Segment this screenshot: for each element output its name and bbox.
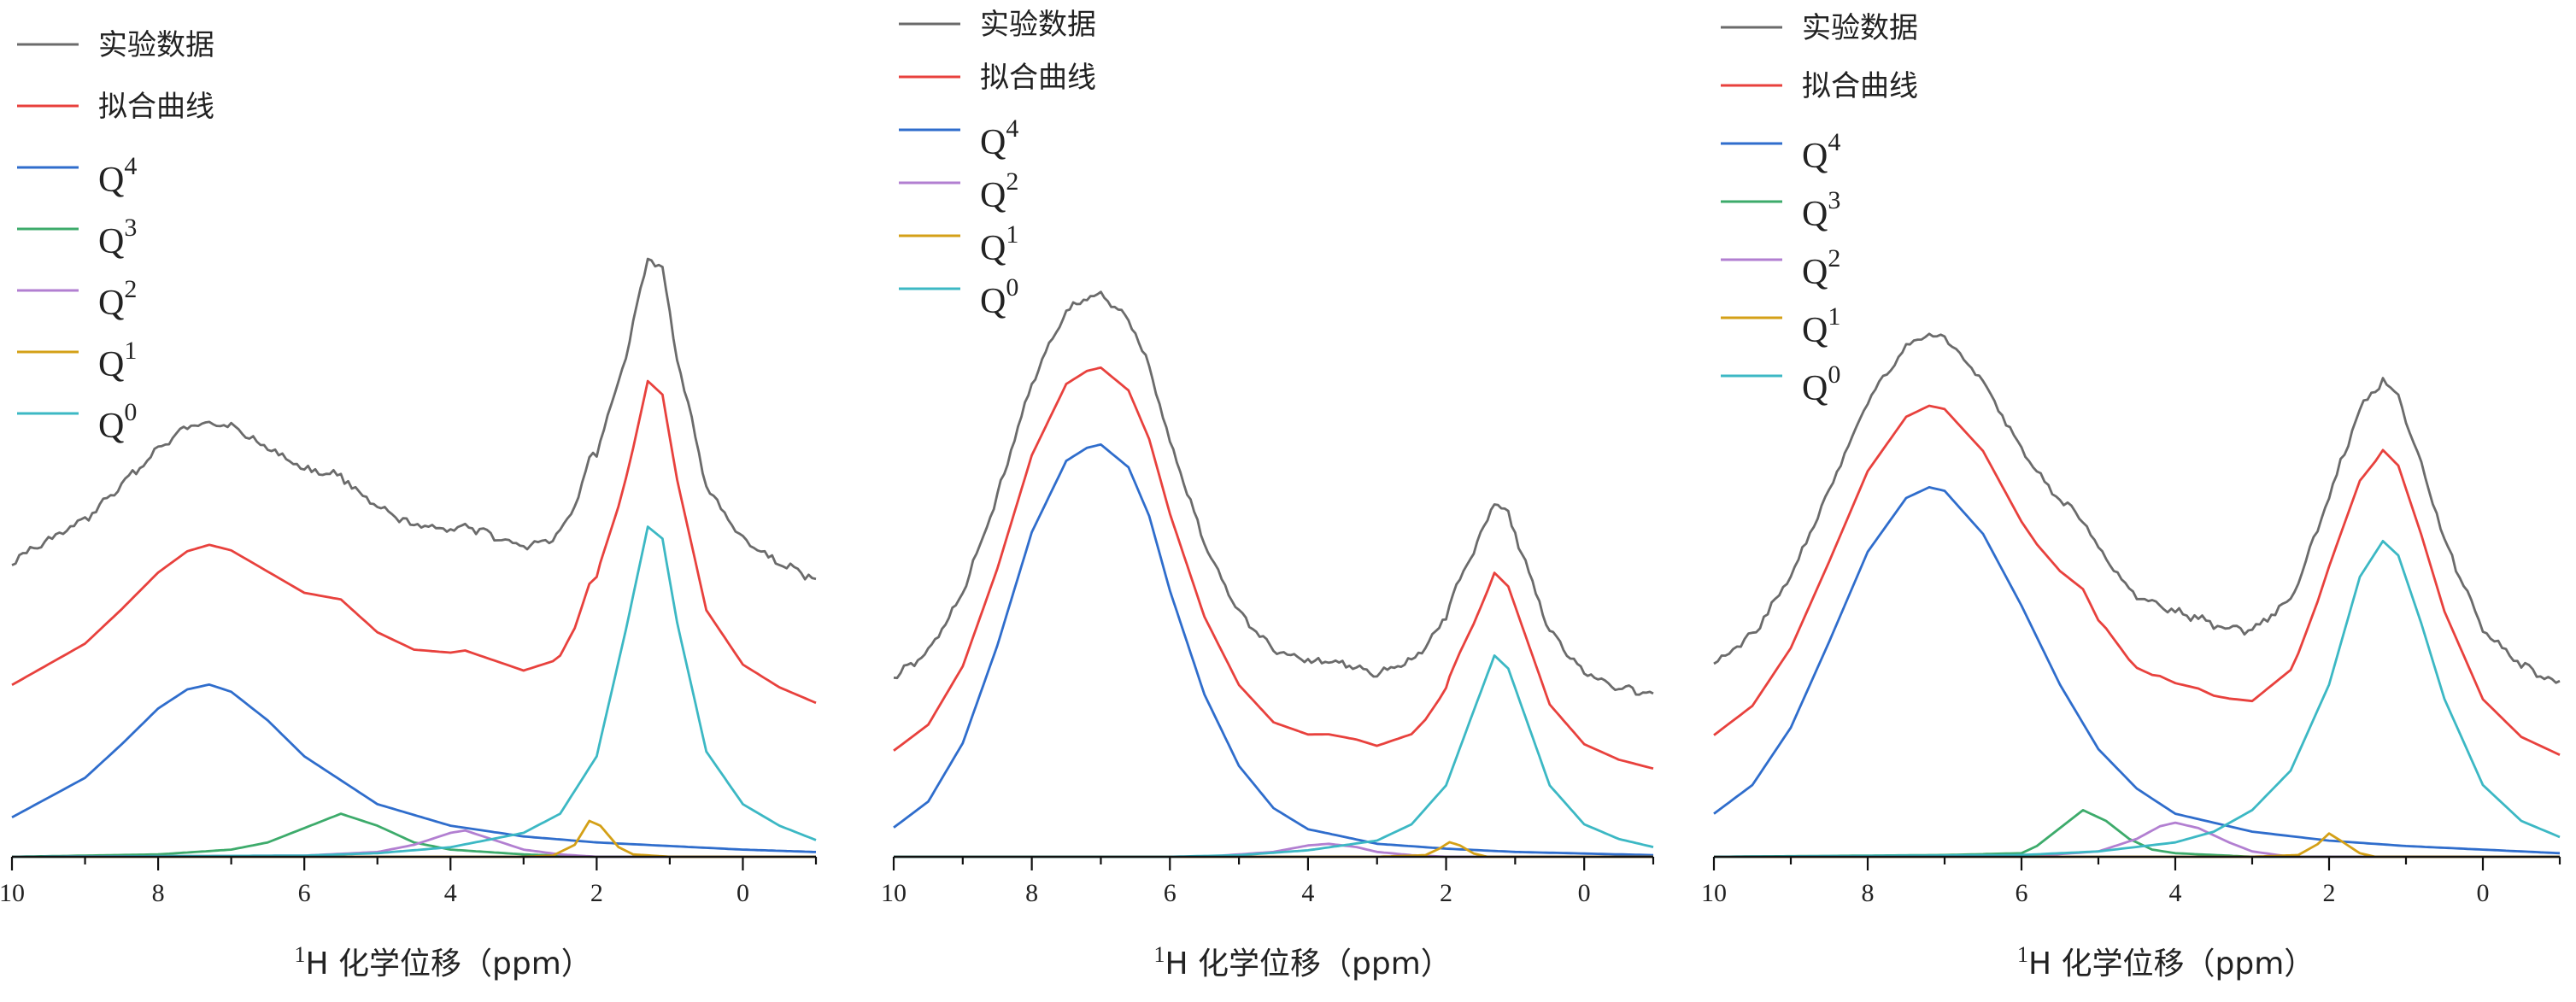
legend-label: 实验数据 [1802, 11, 1918, 45]
legend-label: Q4 [980, 114, 1018, 162]
series-line-experimental [893, 290, 1654, 696]
x-tick-label: 6 [298, 879, 311, 907]
x-tick-label: 0 [1578, 879, 1591, 907]
series-line-q2 [1714, 821, 2560, 858]
series-line-experimental [11, 257, 817, 581]
legend-label: Q3 [98, 214, 137, 261]
series-line-q2 [12, 829, 816, 858]
series-line-q0 [894, 654, 1654, 858]
x-axis-label: 1H 化学位移（ppm） [2017, 942, 2315, 981]
legend-label: Q2 [98, 275, 137, 323]
x-tick-label: 2 [1440, 879, 1452, 907]
legend-label: Q2 [980, 167, 1018, 215]
x-tick-label: 4 [1301, 879, 1314, 907]
legend-label: Q1 [980, 220, 1018, 268]
x-axis-label: 1H 化学位移（ppm） [295, 942, 592, 981]
x-tick-label: 8 [1862, 879, 1875, 907]
x-tick-label: 2 [2323, 879, 2336, 907]
legend-label: Q0 [98, 398, 137, 446]
x-tick-label: 8 [1025, 879, 1038, 907]
x-tick-label: 6 [2016, 879, 2028, 907]
x-tick-label: 10 [0, 879, 25, 907]
legend-label: Q1 [98, 337, 137, 384]
legend-label: 拟合曲线 [980, 61, 1096, 95]
legend-label: Q1 [1802, 302, 1840, 350]
series-line-q0 [1714, 540, 2561, 858]
legend-label: Q4 [98, 152, 137, 200]
legend-label: 拟合曲线 [98, 90, 214, 124]
legend-label: Q2 [1802, 244, 1840, 292]
legend-label: 实验数据 [98, 28, 214, 62]
series-line-q4 [1713, 486, 2561, 855]
x-tick-label: 2 [590, 879, 603, 907]
series-line-experimental [1713, 332, 2561, 684]
legend-label: Q4 [1802, 128, 1840, 176]
x-tick-label: 10 [1701, 879, 1727, 907]
series-line-fitted [11, 379, 817, 705]
x-tick-label: 0 [2477, 879, 2490, 907]
series-line-q0 [12, 525, 817, 858]
series-line-q1 [894, 841, 1653, 858]
x-tick-label: 6 [1164, 879, 1177, 907]
series-line-q4 [893, 443, 1654, 857]
series-line-q2 [894, 842, 1653, 858]
x-tick-label: 4 [2169, 879, 2182, 907]
x-tick-label: 4 [444, 879, 457, 907]
series-line-fitted [1713, 404, 2561, 756]
series-line-q4 [11, 683, 817, 853]
x-tick-label: 10 [881, 879, 907, 907]
series-line-fitted [893, 366, 1654, 771]
series-line-q3 [1714, 809, 2560, 858]
x-tick-label: 8 [152, 879, 165, 907]
legend-label: 拟合曲线 [1802, 69, 1918, 103]
x-axis-label: 1H 化学位移（ppm） [1154, 942, 1452, 981]
legend-label: 实验数据 [980, 8, 1096, 42]
x-tick-label: 0 [736, 879, 749, 907]
legend-label: Q3 [1802, 186, 1840, 234]
legend-label: Q0 [980, 273, 1018, 321]
legend-label: Q0 [1802, 360, 1840, 408]
series-line-q1 [1714, 832, 2560, 858]
